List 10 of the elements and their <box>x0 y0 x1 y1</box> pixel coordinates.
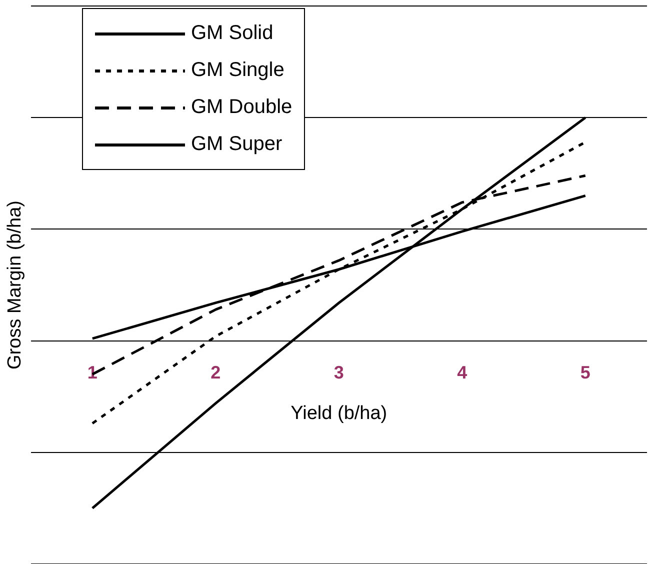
x-tick-label: 3 <box>334 362 344 383</box>
legend-label: GM Double <box>191 96 292 119</box>
legend-label: GM Single <box>191 59 284 82</box>
x-axis-title: Yield (b/ha) <box>290 403 388 424</box>
legend-label: GM Super <box>191 133 282 156</box>
x-tick-label: 2 <box>210 362 221 383</box>
x-tick-label: 5 <box>580 362 590 383</box>
legend-label: GM Solid <box>191 22 274 45</box>
y-axis-title: Gross Margin (b/ha) <box>4 200 26 370</box>
x-tick-label: 4 <box>457 362 468 383</box>
